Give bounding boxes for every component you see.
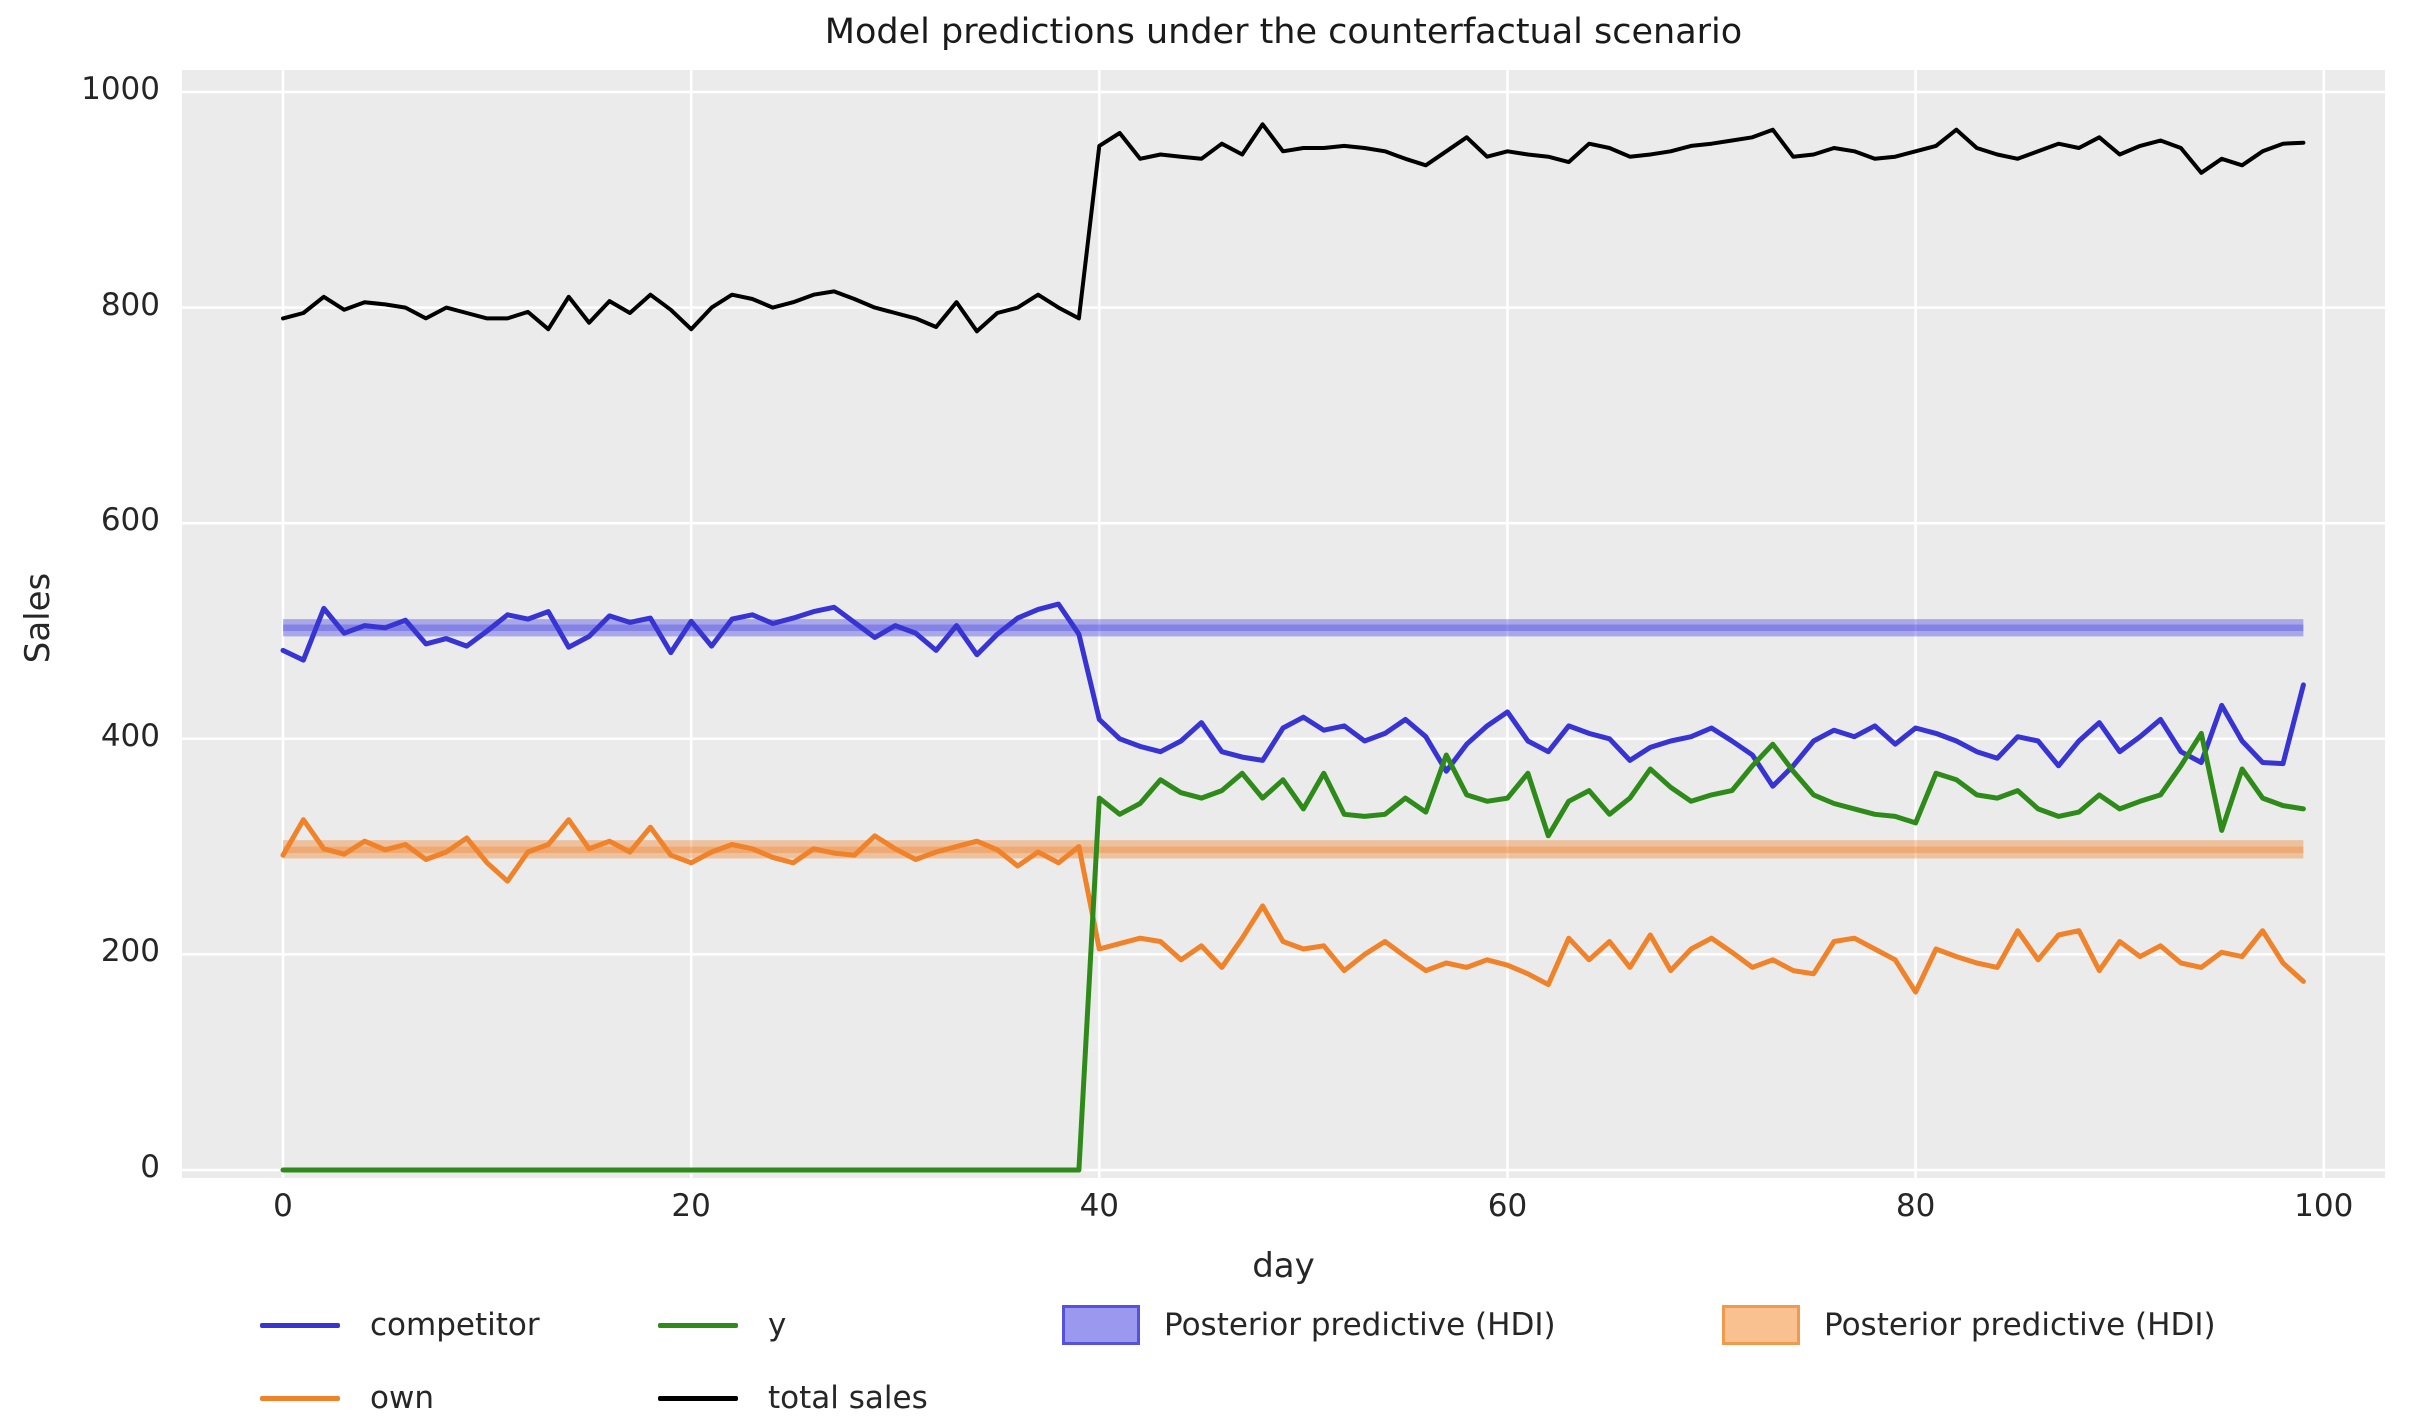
legend-entry-competitor: competitor bbox=[260, 1303, 540, 1347]
y-tick-label-600: 600 bbox=[100, 502, 160, 539]
series-line-y bbox=[280, 730, 2306, 1173]
x-tick-label-0: 0 bbox=[273, 1188, 293, 1224]
chart-title: Model predictions under the counterfactu… bbox=[824, 12, 1743, 52]
y-tick-label-0: 0 bbox=[140, 1149, 160, 1186]
legend-patch-swatch-blue bbox=[1062, 1305, 1140, 1345]
legend-label: y bbox=[768, 1307, 787, 1343]
legend-patch-swatch-orange bbox=[1722, 1305, 1800, 1345]
series-line-total-sales bbox=[281, 122, 2306, 334]
x-tick-label-20: 20 bbox=[671, 1188, 711, 1224]
legend-entry-y: y bbox=[658, 1303, 786, 1347]
plot-background bbox=[182, 70, 2385, 1178]
legend-line-swatch-total-sales bbox=[658, 1395, 738, 1401]
y-tick-label-1000: 1000 bbox=[81, 70, 160, 107]
x-tick-label-80: 80 bbox=[1895, 1188, 1936, 1224]
legend-entry-own: own bbox=[260, 1376, 434, 1420]
legend-label: total sales bbox=[768, 1380, 928, 1416]
hdi-band-core-competitor bbox=[283, 624, 2304, 632]
legend-entry-total-sales: total sales bbox=[658, 1376, 928, 1420]
legend-line-swatch-y bbox=[658, 1322, 738, 1328]
legend-label: own bbox=[370, 1380, 434, 1416]
series-line-competitor bbox=[280, 601, 2306, 789]
hdi-band-competitor bbox=[283, 619, 2304, 637]
y-tick-label-800: 800 bbox=[100, 286, 160, 323]
legend-label: Posterior predictive (HDI) bbox=[1824, 1307, 2216, 1343]
series-line-own bbox=[280, 817, 2306, 995]
x-tick-label-100: 100 bbox=[2294, 1188, 2354, 1224]
legend-line-swatch-competitor bbox=[260, 1322, 340, 1328]
x-tick-label-40: 40 bbox=[1079, 1188, 1120, 1224]
x-tick-label-60: 60 bbox=[1487, 1188, 1528, 1224]
legend-label: competitor bbox=[370, 1307, 540, 1343]
hdi-band-own bbox=[283, 840, 2304, 859]
y-tick-label-200: 200 bbox=[100, 933, 160, 970]
legend-entry-posterior-hdi-own: Posterior predictive (HDI) bbox=[1722, 1303, 2216, 1347]
legend-entry-posterior-hdi-competitor: Posterior predictive (HDI) bbox=[1062, 1303, 1556, 1347]
y-tick-label-400: 400 bbox=[100, 717, 160, 754]
legend-label: Posterior predictive (HDI) bbox=[1164, 1307, 1556, 1343]
legend-line-swatch-own bbox=[260, 1395, 340, 1401]
x-axis-label: day bbox=[1252, 1246, 1315, 1286]
hdi-band-core-own bbox=[283, 846, 2304, 854]
